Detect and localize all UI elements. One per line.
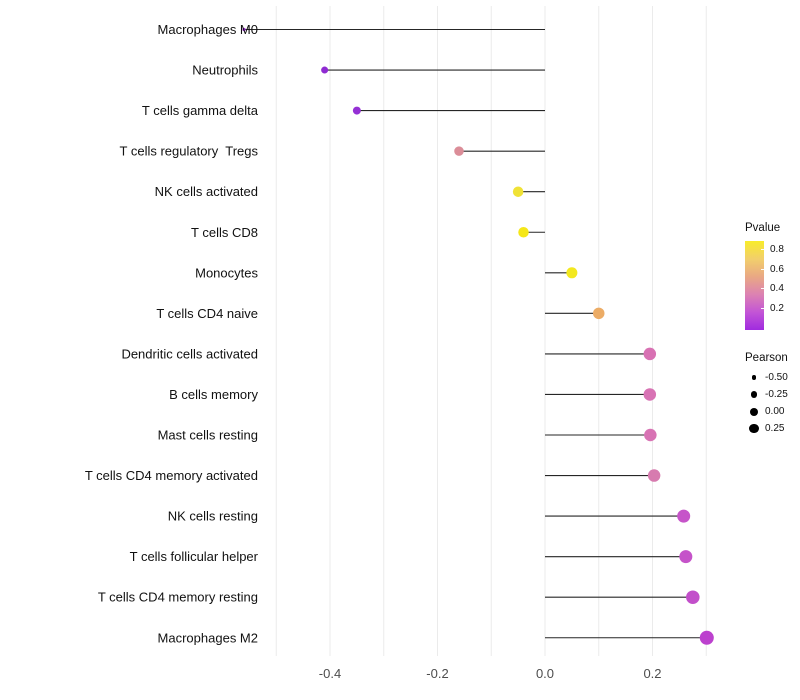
pearson-key-label: 0.00 — [765, 406, 785, 417]
x-axis-tick-label: -0.2 — [426, 666, 448, 681]
colorbar-tick — [760, 308, 764, 309]
pearson-key-dot — [751, 375, 757, 380]
y-axis-label: NK cells activated — [155, 184, 258, 199]
x-axis-tick-label: -0.4 — [319, 666, 341, 681]
lollipop-dot — [454, 146, 464, 156]
y-axis-label: T cells gamma delta — [142, 103, 259, 118]
pearson-key-label: 0.25 — [765, 423, 785, 434]
lollipop-dot — [699, 630, 714, 645]
y-axis-label: Monocytes — [195, 265, 258, 280]
lollipop-dot — [352, 106, 361, 115]
pearson-key-label: -0.25 — [765, 389, 788, 400]
lollipop-dot — [242, 27, 246, 32]
pvalue-legend-title: Pvalue — [745, 222, 781, 234]
y-axis-label: T cells follicular helper — [130, 549, 259, 564]
lollipop-dot — [643, 347, 657, 361]
colorbar-tick-label: 0.8 — [770, 244, 784, 255]
colorbar-tick-label: 0.6 — [770, 264, 784, 275]
lollipop-dot — [679, 550, 693, 564]
y-axis-label: Neutrophils — [192, 63, 258, 78]
colorbar-tick — [760, 269, 764, 270]
lollipop-dot — [593, 307, 605, 320]
y-axis-label: Macrophages M0 — [158, 22, 258, 37]
pearson-legend-item: 0.00 — [745, 403, 800, 420]
pearson-legend: Pearson -0.50 -0.25 0.00 0.25 — [738, 352, 800, 437]
lollipop-dot — [644, 428, 657, 442]
colorbar-tick-label: 0.2 — [770, 303, 784, 314]
lollipop-dot — [512, 186, 524, 197]
pvalue-colorbar-wrap: 0.8 0.6 0.4 0.2 — [745, 241, 800, 330]
pearson-key-dot-col — [745, 407, 763, 416]
lollipop-dot — [518, 227, 529, 238]
pearson-legend-title: Pearson — [745, 352, 788, 364]
lollipop-dot — [686, 590, 700, 604]
pearson-key-dot-col — [745, 375, 763, 380]
pearson-legend-item: -0.50 — [745, 369, 800, 386]
lollipop-dot — [647, 469, 661, 482]
y-axis-label: T cells CD8 — [191, 225, 258, 240]
x-axis-tick-label: 0.0 — [536, 666, 554, 681]
pvalue-colorbar — [745, 241, 764, 330]
pearson-key-dot — [750, 391, 758, 398]
pearson-key-dot-col — [745, 391, 763, 398]
pearson-legend-item: 0.25 — [745, 420, 800, 437]
y-axis-label: T cells CD4 naive — [156, 306, 258, 321]
y-axis-label: Dendritic cells activated — [121, 346, 258, 361]
pearson-legend-item: -0.25 — [745, 386, 800, 403]
x-axis-tick-label: 0.2 — [643, 666, 661, 681]
lollipop-dot — [321, 66, 329, 74]
y-axis-label: T cells regulatory Tregs — [120, 144, 259, 159]
pearson-key-dot-col — [745, 423, 763, 434]
y-axis-label: B cells memory — [169, 387, 258, 402]
legend: Pvalue 0.8 0.6 0.4 0.2 Pearson -0.50 -0.25 0.… — [738, 222, 800, 437]
lollipop-dot — [566, 267, 578, 279]
pearson-key-dot — [749, 423, 759, 434]
colorbar-tick-label: 0.4 — [770, 283, 784, 294]
y-axis-label: Mast cells resting — [158, 428, 258, 443]
lollipop-dot — [677, 509, 691, 523]
colorbar-tick — [760, 288, 764, 289]
colorbar-tick — [760, 249, 764, 250]
y-axis-label: Macrophages M2 — [158, 630, 258, 645]
pvalue-legend: Pvalue 0.8 0.6 0.4 0.2 — [738, 222, 800, 330]
y-axis-label: T cells CD4 memory activated — [85, 468, 258, 483]
y-axis-label: T cells CD4 memory resting — [98, 590, 258, 605]
lollipop-dot — [643, 388, 657, 401]
pearson-legend-items: -0.50 -0.25 0.00 0.25 — [738, 369, 800, 437]
y-axis-label: NK cells resting — [168, 509, 258, 524]
pearson-key-label: -0.50 — [765, 372, 788, 383]
pearson-key-dot — [750, 407, 758, 416]
